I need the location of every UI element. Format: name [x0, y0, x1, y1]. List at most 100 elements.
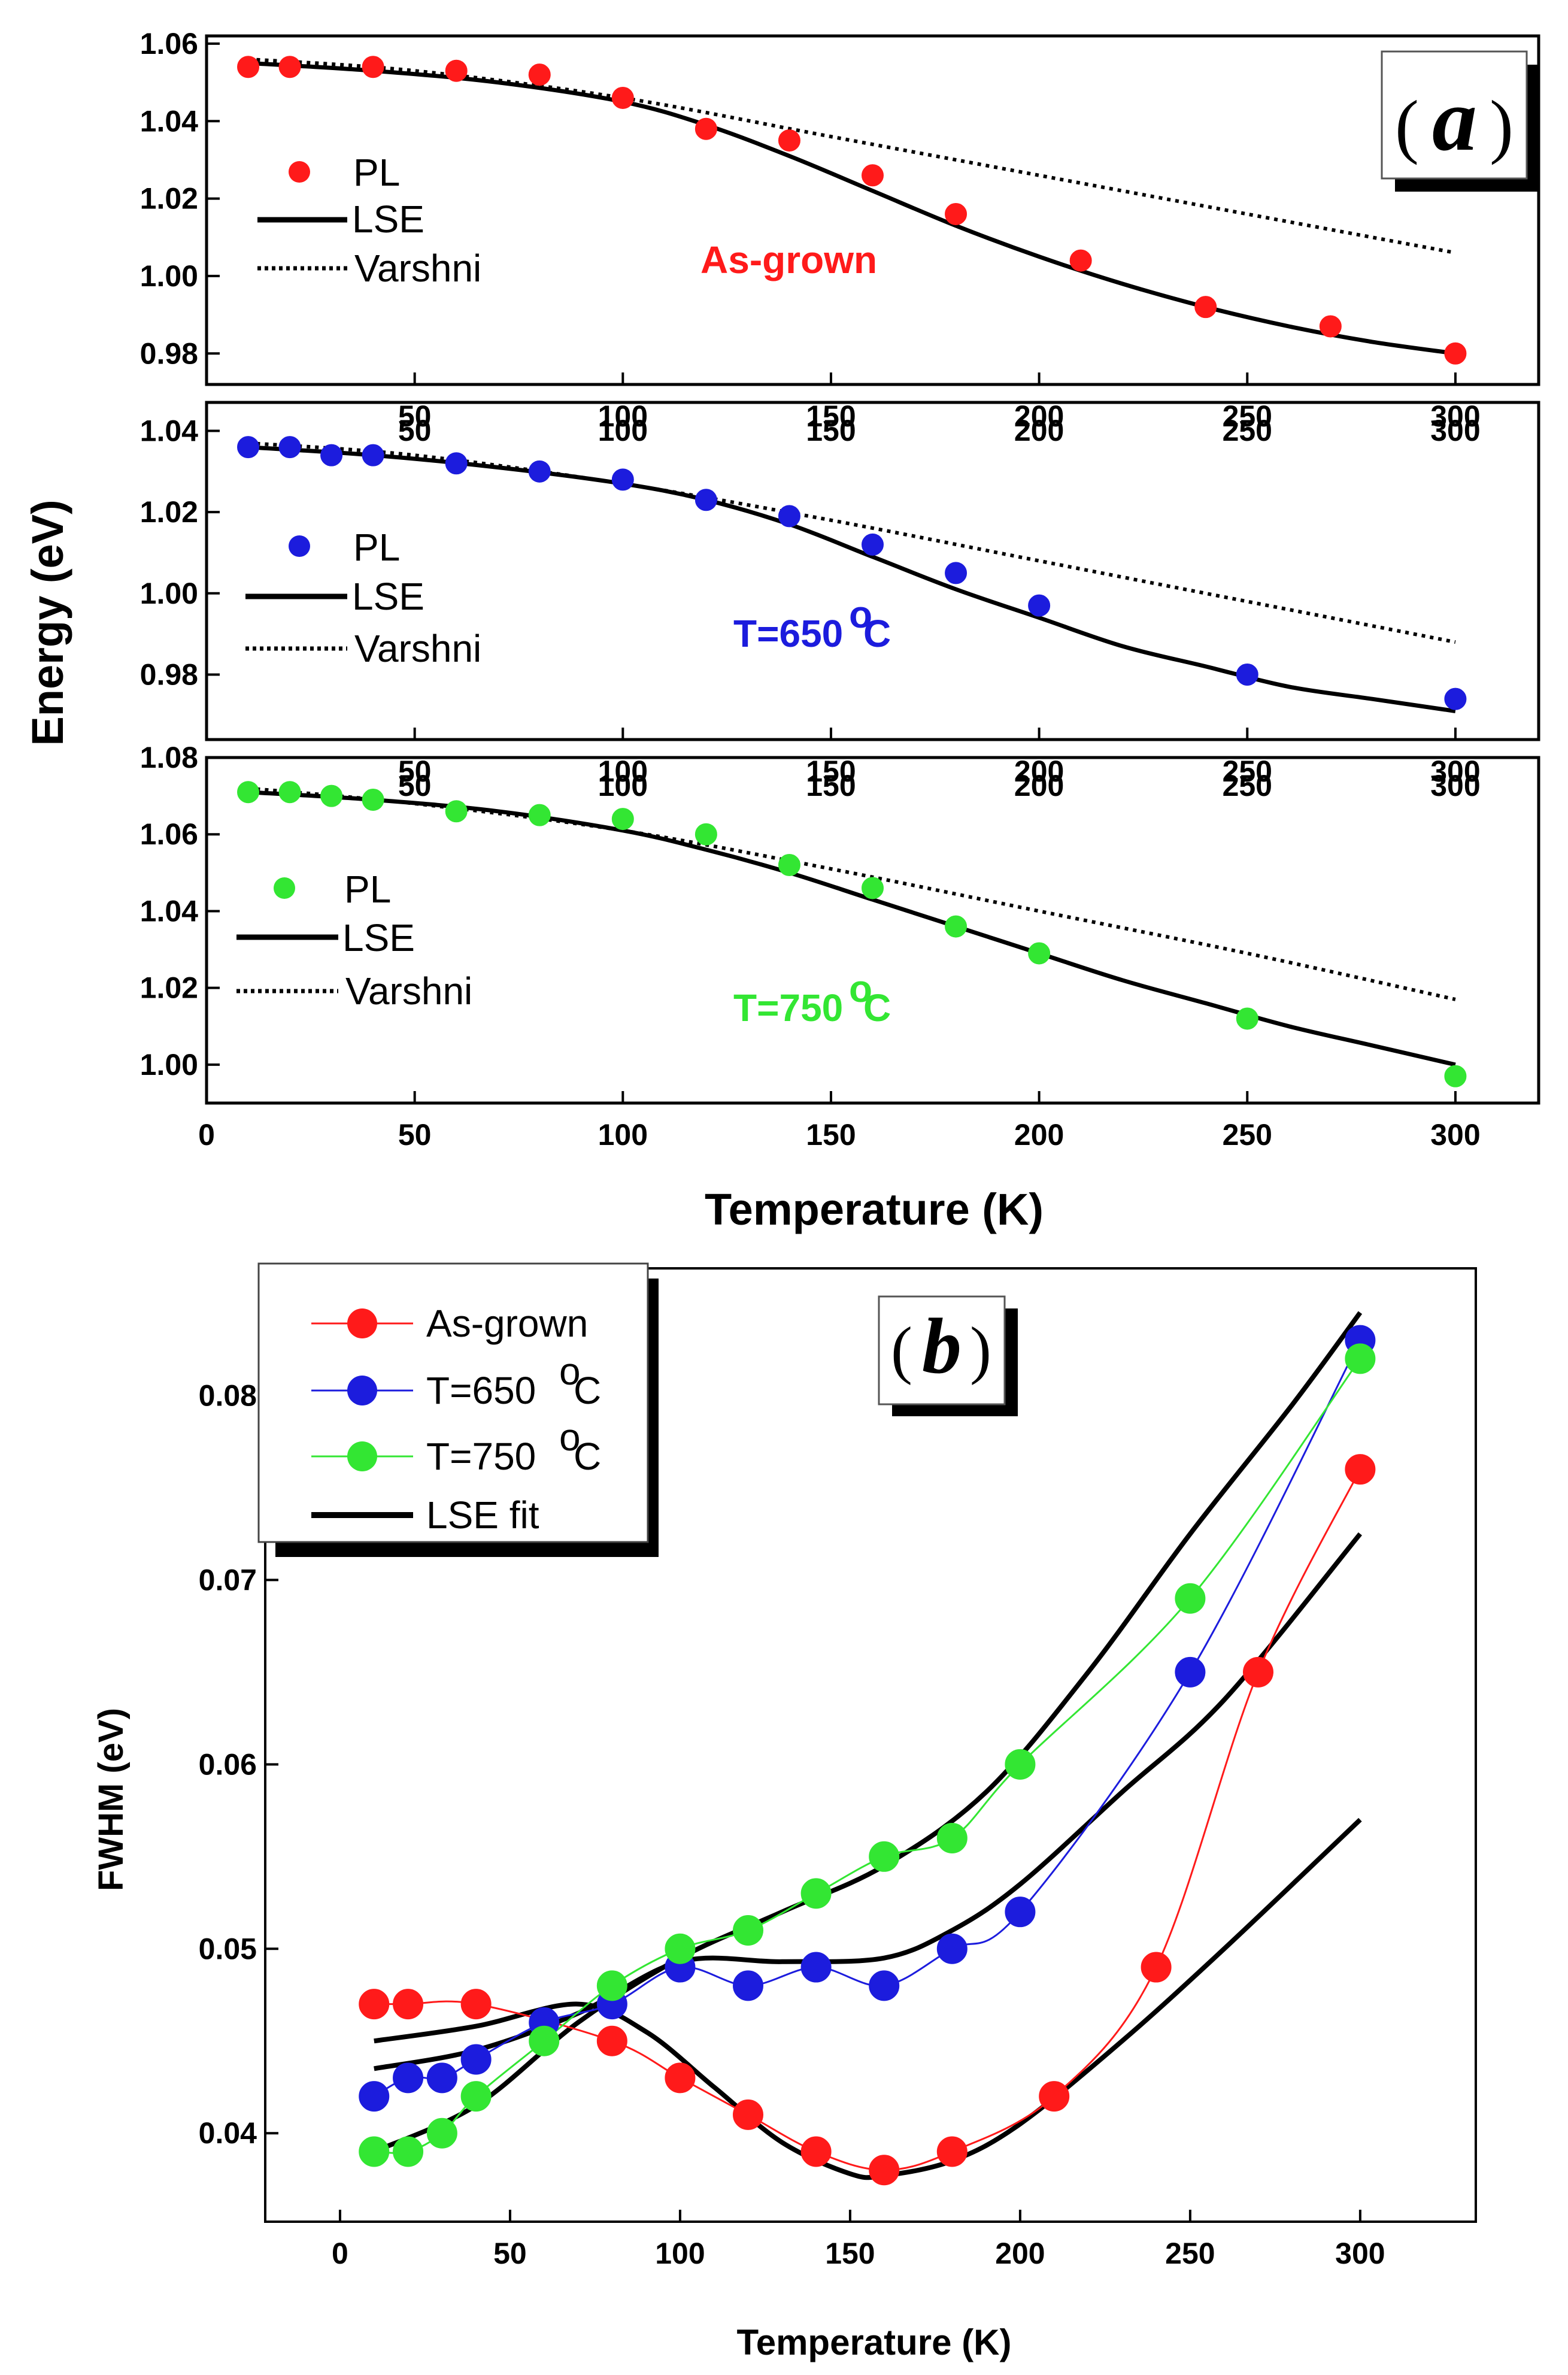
x-tick-label: 250 [1223, 755, 1272, 788]
pl-point [528, 63, 551, 86]
pl-point [1236, 1007, 1258, 1030]
y-tick-label: 0.04 [199, 2116, 257, 2150]
pl-point [611, 468, 634, 491]
y-tick-label: 1.02 [140, 971, 198, 1005]
x-tick-label-top: 100 [598, 414, 648, 447]
x-tick-label: 100 [598, 1118, 648, 1152]
legend-varshni-label: Varshni [354, 247, 481, 290]
y-tick-label: 0.98 [140, 337, 198, 370]
t-750-point [529, 2025, 560, 2056]
legend-pl-marker [289, 535, 310, 557]
plot-frame [205, 401, 1540, 741]
pl-point [1028, 942, 1051, 965]
x-axis-title-b: Temperature (K) [737, 2322, 1012, 2362]
t-750-point [460, 2081, 492, 2112]
annotation-t750-main: T=750 [733, 986, 843, 1029]
legend-t650-main: T=650 [426, 1369, 536, 1412]
as-grown-point [596, 2025, 627, 2056]
pl-point [694, 489, 717, 511]
pl-point [445, 59, 468, 82]
pl-point [528, 460, 551, 483]
legend-t750-label: T=750 o C [426, 1416, 601, 1478]
x-tick-label: 250 [1165, 2237, 1215, 2270]
pl-point [862, 164, 884, 187]
legend-t650-unit: C [574, 1369, 601, 1412]
pl-point [778, 505, 800, 528]
pl-point [320, 784, 343, 807]
legend-varshni-label: Varshni [354, 627, 481, 670]
plot-frame [205, 34, 1540, 386]
varshni-curve [248, 57, 1456, 255]
legend-lse-label: LSE [352, 575, 424, 618]
x-tick-label: 50 [398, 399, 432, 433]
t-750-point [426, 2117, 457, 2149]
annotation-t750: T=750 o C [733, 967, 891, 1029]
as-grown-point [393, 1989, 424, 2020]
x-tick-label-top: 150 [806, 769, 856, 802]
y-tick-label: 1.04 [140, 414, 199, 447]
y-tick-label: 1.00 [140, 259, 198, 293]
t-750-point [1175, 1583, 1206, 1614]
y-tick-label: 1.02 [140, 182, 198, 216]
t-750-point [869, 1841, 900, 1872]
annotation-t650-main: T=650 [733, 612, 843, 655]
legend-t750-marker [347, 1441, 377, 1471]
x-tick-label: 300 [1430, 1118, 1480, 1152]
t-750-point [596, 1970, 627, 2001]
pl-point [694, 823, 717, 846]
y-tick-label: 1.00 [140, 1048, 198, 1082]
y-tick-label: 0.98 [140, 658, 198, 691]
t-650-point [359, 2081, 390, 2112]
annotation-t750-unit: C [863, 986, 891, 1029]
legend-varshni-label: Varshni [345, 970, 472, 1013]
legend-t650-label: T=650 o C [426, 1350, 601, 1412]
y-tick-label: 1.04 [140, 894, 199, 928]
legend-lse-label: LSE [342, 916, 415, 959]
x-tick-label: 50 [493, 2237, 527, 2270]
panel-a: Energy (eV) 1.06 1.04 1.02 1.00 0.98 50 100 150… [23, 27, 1540, 1234]
pl-point [445, 800, 468, 823]
panel-tag-b-letter: b [922, 1302, 962, 1390]
panel-tag-a-close: ) [1490, 86, 1514, 165]
pl-point [362, 56, 384, 78]
pl-point [945, 915, 968, 938]
x-tick-label-top: 250 [1223, 769, 1272, 802]
legend-lse-label: LSE [352, 198, 424, 241]
as-grown-point [869, 2155, 900, 2186]
pl-point [1069, 249, 1092, 272]
legend-pl-marker [289, 161, 310, 183]
t-750-point [800, 1878, 832, 1909]
pl-point [445, 452, 468, 475]
x-tick-label: 50 [398, 755, 432, 788]
pl-point [237, 781, 260, 804]
x-tick-label-top: 300 [1430, 769, 1480, 802]
legend-pl-label: PL [353, 526, 400, 569]
subplot-as-grown: 1.06 1.04 1.02 1.00 0.98 50 100 150 200 250 300 PL… [140, 27, 1540, 433]
x-tick-label: 250 [1223, 399, 1272, 433]
annotation-t650: T=650 o C [733, 593, 891, 655]
x-tick-label: 0 [332, 2237, 348, 2270]
x-tick-label-top: 250 [1223, 414, 1272, 447]
y-tick-label: 0.07 [199, 1563, 257, 1597]
x-tick-label: 0 [198, 1118, 215, 1152]
x-tick-label: 300 [1430, 399, 1480, 433]
legend: PL LSE Varshni [236, 868, 472, 1013]
as-grown-point [1039, 2081, 1070, 2112]
y-tick-label: 0.06 [199, 1747, 257, 1781]
panel-tag-a-letter: a [1432, 70, 1477, 169]
pl-point [945, 562, 968, 584]
pl-point [1444, 1065, 1467, 1087]
pl-point [862, 877, 884, 899]
t-750-point [1005, 1749, 1036, 1780]
y-tick-label: 1.06 [140, 27, 198, 60]
t-650-point [733, 1970, 764, 2001]
pl-point [611, 808, 634, 831]
pl-point [778, 129, 800, 152]
annotation-t750-degree: o [849, 967, 872, 1010]
as-grown-point [359, 1989, 390, 2020]
subplot-fwhm: 0.04 0.05 0.06 0.07 0.08 0 50 100 150 200 250 300 [199, 1267, 1477, 2270]
legend: PL LSE Varshni [257, 151, 481, 290]
t-750-point [733, 1914, 764, 1946]
x-axis-title-a: Temperature (K) [705, 1185, 1044, 1234]
legend-t750-main: T=750 [426, 1435, 536, 1478]
